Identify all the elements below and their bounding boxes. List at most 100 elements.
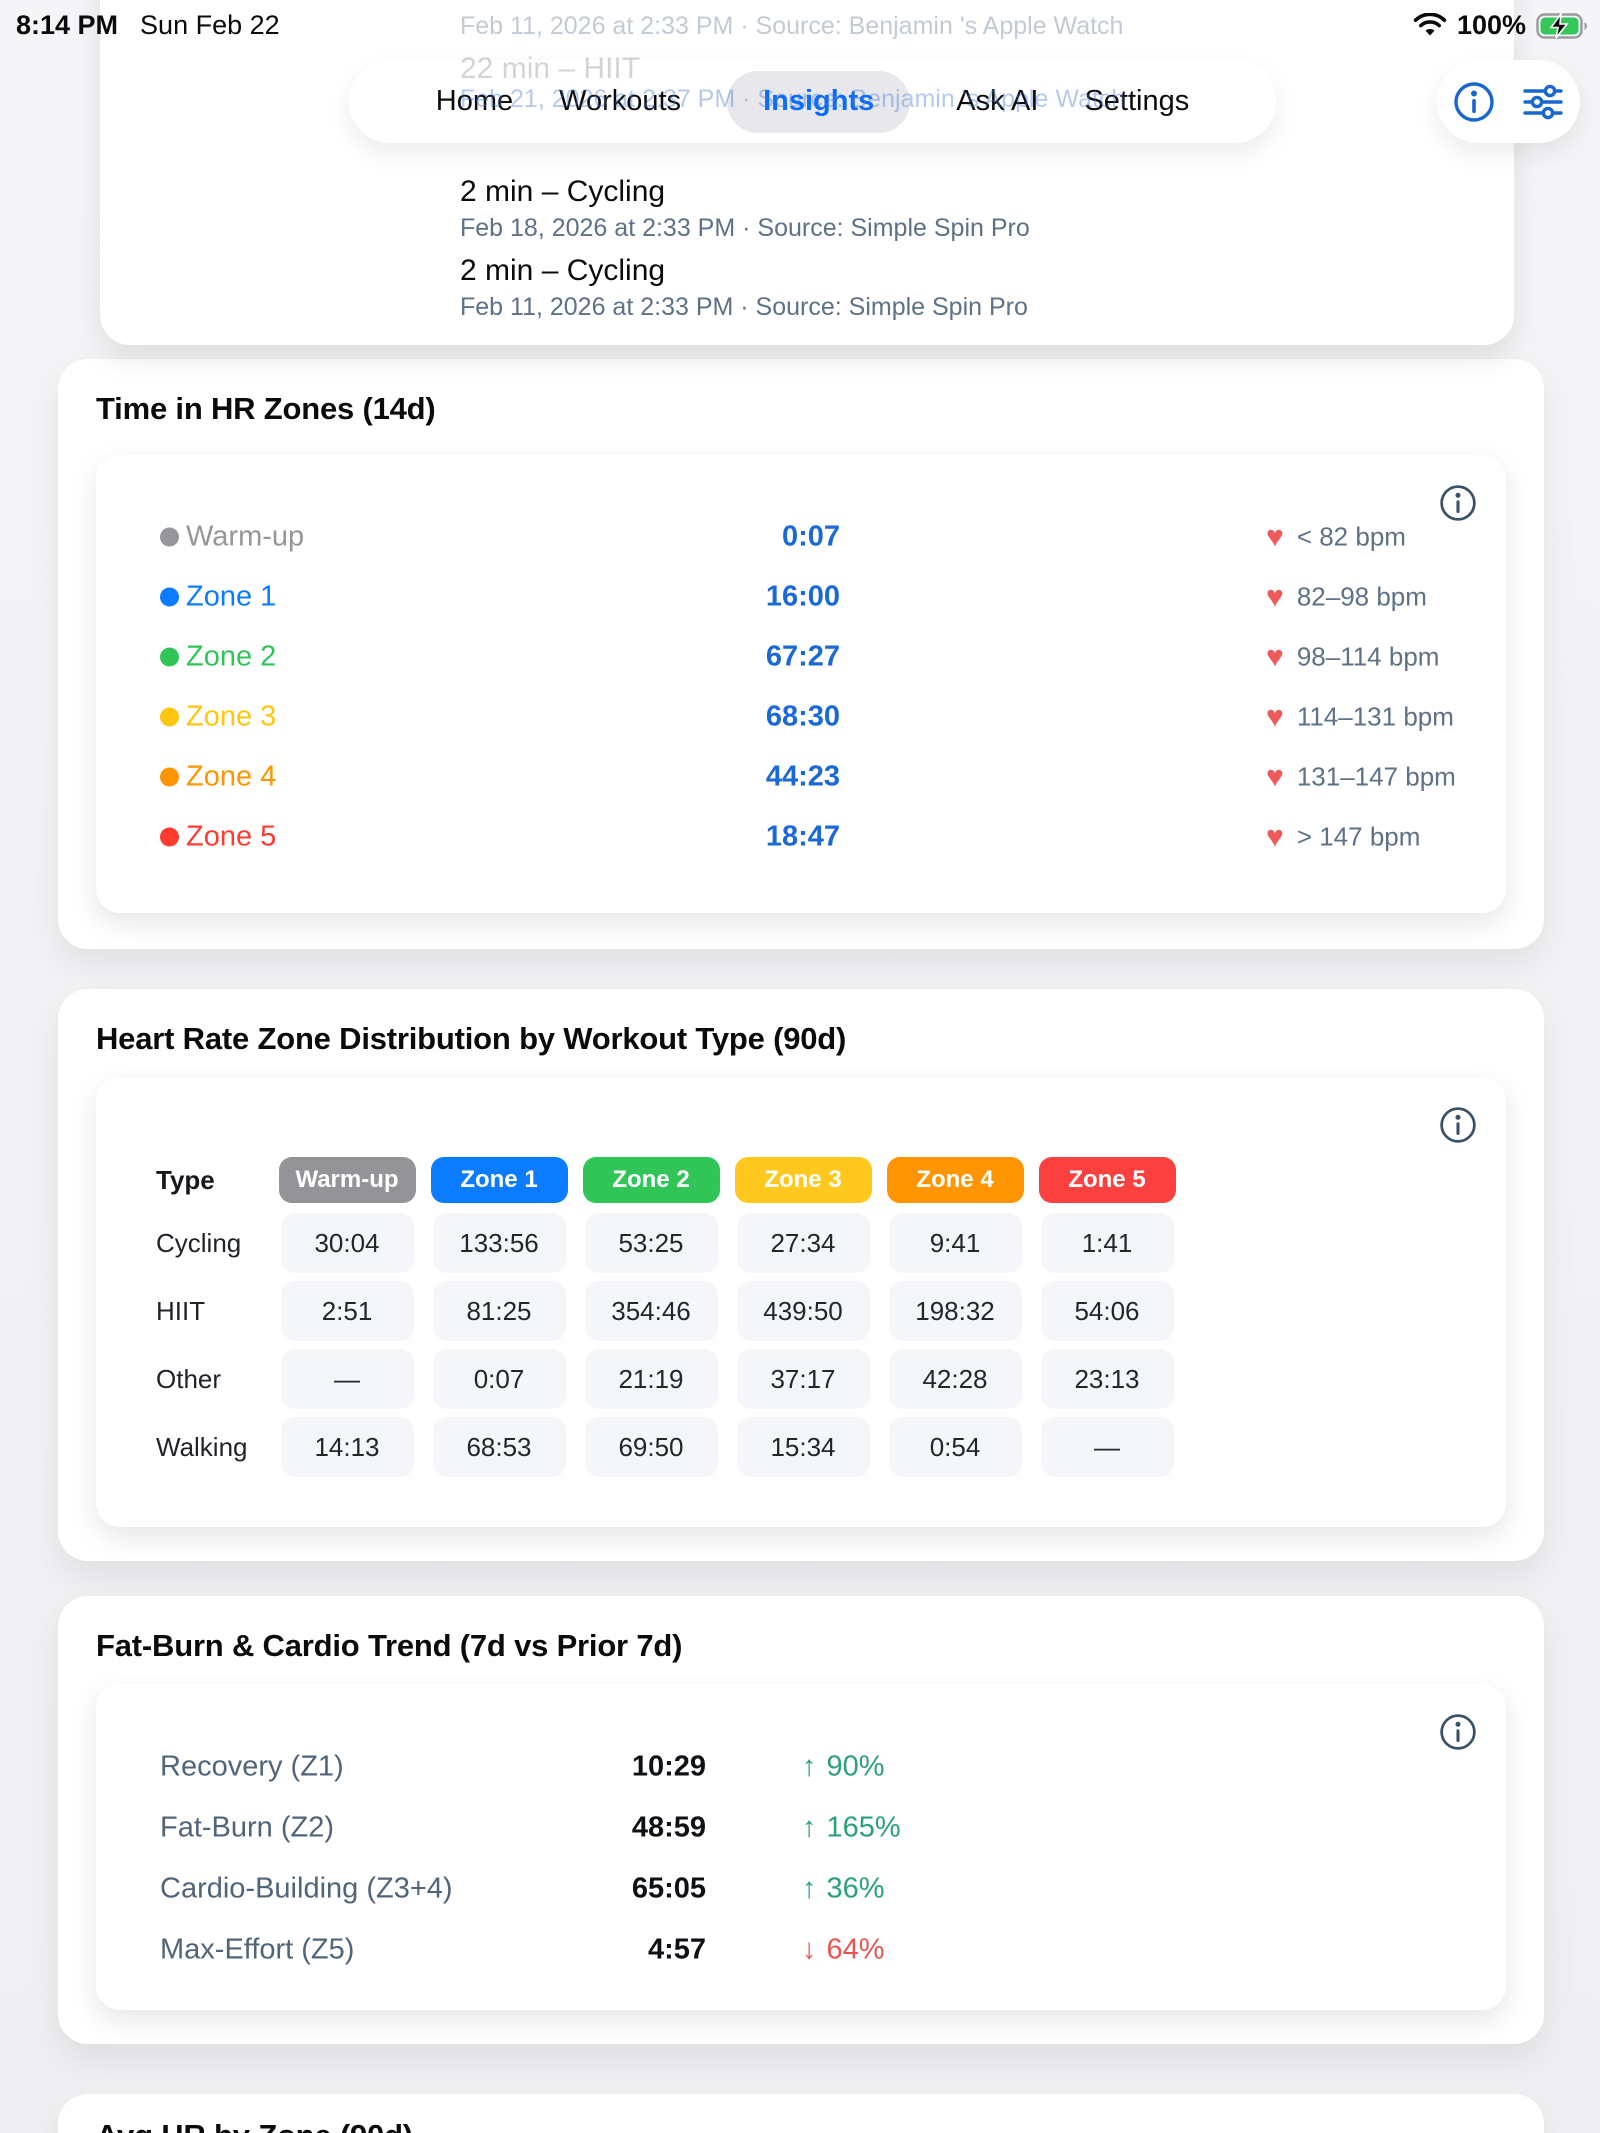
zone-time-cell: 0:07 xyxy=(432,1349,566,1409)
zone-time: 0:07 xyxy=(781,520,840,553)
info-icon[interactable] xyxy=(1438,483,1478,523)
card-title: Time in HR Zones (14d) xyxy=(96,391,436,426)
zone-color-dot xyxy=(160,827,179,847)
trend-row: Cardio-Building (Z3+4) 65:05 ↑ 36% xyxy=(96,1858,1506,1919)
date: Sun Feb 22 xyxy=(140,10,280,40)
zone-distribution-panel: Type Warm-up Zone 1 Zone 2 Zone 3 Zone 4 Zone … xyxy=(96,1077,1506,1527)
trend-value: 48:59 xyxy=(631,1811,706,1843)
hr-zone-row: Zone 2 67:27 ♥ 98–114 bpm xyxy=(96,627,1506,687)
workout-type-label: Other xyxy=(156,1363,222,1394)
heart-icon: ♥ xyxy=(1266,820,1284,853)
distribution-row: Cycling 30:04 133:56 53:25 27:34 9:41 1:41 xyxy=(156,1213,1183,1273)
hr-zones-panel: Warm-up 0:07 ♥ < 82 bpm Zone 1 16:00 ♥ 82–98 bp… xyxy=(96,455,1506,913)
zone-time: 16:00 xyxy=(765,580,840,613)
zone-label: Zone 3 xyxy=(160,701,276,734)
zone-distribution-card: Heart Rate Zone Distribution by Workout … xyxy=(58,989,1544,1561)
zone-header-pill: Zone 2 xyxy=(582,1157,720,1203)
nav-tab-home[interactable]: Home xyxy=(435,85,514,117)
hr-zone-row: Warm-up 0:07 ♥ < 82 bpm xyxy=(96,507,1506,567)
workout-item-meta: Feb 11, 2026 at 2:33 PM · Source: Simple… xyxy=(460,293,1028,321)
distribution-header-row: Type Warm-up Zone 1 Zone 2 Zone 3 Zone 4 Zone … xyxy=(156,1155,1183,1205)
zone-header-pill: Zone 5 xyxy=(1038,1157,1176,1203)
trend-delta: ↑ 36% xyxy=(802,1872,885,1904)
trend-value: 4:57 xyxy=(647,1933,706,1965)
trend-label: Cardio-Building (Z3+4) xyxy=(160,1872,453,1904)
heart-icon: ♥ xyxy=(1266,640,1284,673)
zone-color-dot xyxy=(160,587,179,607)
zone-time-cell: — xyxy=(1040,1417,1174,1477)
zone-time-cell: 21:19 xyxy=(584,1349,718,1409)
zone-header-pill: Warm-up xyxy=(278,1157,416,1203)
workout-type-label: Cycling xyxy=(156,1227,242,1258)
zone-time-cell: 23:13 xyxy=(1040,1349,1174,1409)
trend-card: Fat-Burn & Cardio Trend (7d vs Prior 7d)… xyxy=(58,1596,1544,2044)
zone-time-cell: 37:17 xyxy=(736,1349,870,1409)
info-icon[interactable] xyxy=(1438,1105,1478,1145)
main-nav: Home Workouts Insights Ask AI Settings xyxy=(349,60,1276,143)
zone-bpm-range: ♥ < 82 bpm xyxy=(1266,520,1406,553)
zone-bpm-range: ♥ 82–98 bpm xyxy=(1266,580,1427,613)
battery-percent: 100% xyxy=(1456,10,1526,40)
zone-time-cell: 354:46 xyxy=(584,1281,718,1341)
battery-icon xyxy=(1536,12,1588,39)
zone-time-cell: 133:56 xyxy=(432,1213,566,1273)
nav-tab-settings[interactable]: Settings xyxy=(1084,85,1190,117)
nav-tab-ask-ai[interactable]: Ask AI xyxy=(956,85,1039,117)
workout-item-title[interactable]: 2 min – Cycling xyxy=(460,175,666,208)
arrow-up-icon: ↑ xyxy=(802,1750,817,1782)
zone-time-cell: 69:50 xyxy=(584,1417,718,1477)
zone-time-cell: 68:53 xyxy=(432,1417,566,1477)
nav-tab-workouts[interactable]: Workouts xyxy=(559,85,682,117)
zone-color-dot xyxy=(160,767,179,787)
info-icon[interactable] xyxy=(1438,1712,1478,1752)
zone-time: 18:47 xyxy=(765,820,840,853)
heart-icon: ♥ xyxy=(1266,520,1284,553)
trend-row: Fat-Burn (Z2) 48:59 ↑ 165% xyxy=(96,1797,1506,1858)
distribution-row: HIIT 2:51 81:25 354:46 439:50 198:32 54:06 xyxy=(156,1281,1183,1341)
zone-time-cell: 198:32 xyxy=(888,1281,1022,1341)
workout-type-label: Walking xyxy=(156,1431,248,1462)
workout-feed-card: 2 min – Cycling Feb 18, 2026 at 2:33 PM … xyxy=(100,0,1514,345)
zone-time-cell: 439:50 xyxy=(736,1281,870,1341)
zone-time-cell: 53:25 xyxy=(584,1213,718,1273)
avg-hr-card: Avg HR by Zone (90d) xyxy=(58,2094,1544,2133)
zone-color-dot xyxy=(160,707,179,727)
trend-delta: ↑ 165% xyxy=(802,1811,901,1843)
nav-tab-insights[interactable]: Insights xyxy=(727,70,911,133)
zone-label: Zone 4 xyxy=(160,761,276,794)
trend-row: Recovery (Z1) 10:29 ↑ 90% xyxy=(96,1736,1506,1797)
zone-time-cell: 81:25 xyxy=(432,1281,566,1341)
zone-time-cell: 54:06 xyxy=(1040,1281,1174,1341)
distribution-row: Walking 14:13 68:53 69:50 15:34 0:54 — xyxy=(156,1417,1183,1477)
zone-label: Zone 1 xyxy=(160,581,276,614)
arrow-up-icon: ↑ xyxy=(802,1811,817,1843)
zone-time-cell: 14:13 xyxy=(280,1417,414,1477)
zone-time-cell: 42:28 xyxy=(888,1349,1022,1409)
zone-time-cell: 0:54 xyxy=(888,1417,1022,1477)
nav-controls xyxy=(1437,60,1580,143)
trend-label: Fat-Burn (Z2) xyxy=(160,1811,335,1843)
filters-sliders-icon[interactable] xyxy=(1520,80,1566,124)
zone-bpm-range: ♥ > 147 bpm xyxy=(1266,820,1421,853)
zone-color-dot xyxy=(160,647,179,667)
type-column-header: Type xyxy=(156,1164,215,1195)
zone-label: Warm-up xyxy=(160,521,304,554)
hr-zone-row: Zone 1 16:00 ♥ 82–98 bpm xyxy=(96,567,1506,627)
zone-bpm-range: ♥ 98–114 bpm xyxy=(1266,640,1440,673)
zone-time-cell: 9:41 xyxy=(888,1213,1022,1273)
card-title: Fat-Burn & Cardio Trend (7d vs Prior 7d) xyxy=(96,1628,683,1663)
zone-time: 44:23 xyxy=(765,760,840,793)
zone-time-cell: 27:34 xyxy=(736,1213,870,1273)
trend-value: 10:29 xyxy=(631,1750,706,1782)
info-icon[interactable] xyxy=(1452,80,1496,124)
clock: 8:14 PM xyxy=(16,10,119,40)
zone-header-pill: Zone 4 xyxy=(886,1157,1024,1203)
workout-item-meta: Feb 18, 2026 at 2:33 PM · Source: Simple… xyxy=(460,214,1030,242)
zone-header-pill: Zone 1 xyxy=(430,1157,568,1203)
hr-zone-row: Zone 5 18:47 ♥ > 147 bpm xyxy=(96,807,1506,867)
trend-panel: Recovery (Z1) 10:29 ↑ 90% Fat-Burn (Z2) 48:59… xyxy=(96,1684,1506,2010)
arrow-up-icon: ↑ xyxy=(802,1872,817,1904)
zone-time-cell: — xyxy=(280,1349,414,1409)
workout-item-title[interactable]: 2 min – Cycling xyxy=(460,254,666,287)
zone-time-cell: 1:41 xyxy=(1040,1213,1174,1273)
